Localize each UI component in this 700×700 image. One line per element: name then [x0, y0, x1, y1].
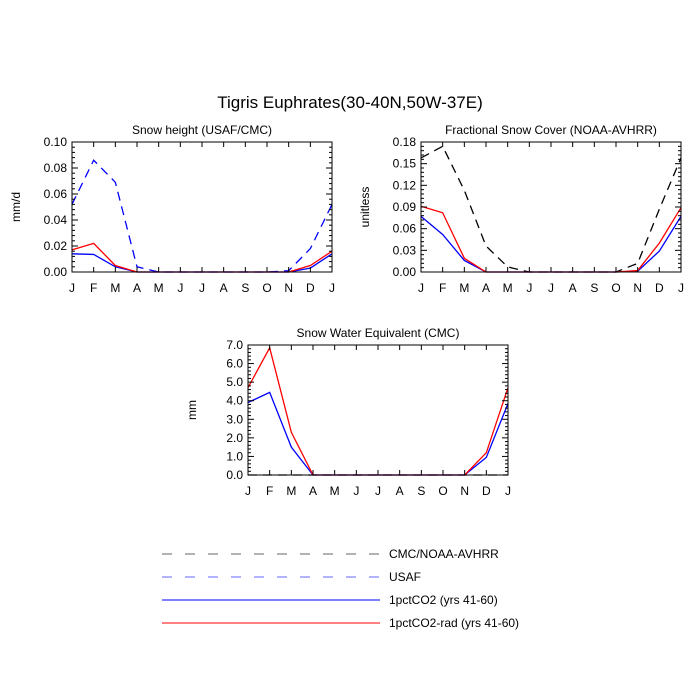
y-tick-label: 0.06: [44, 187, 68, 201]
y-tick-label: 1.0: [226, 449, 243, 463]
x-tick-label: M: [330, 484, 340, 498]
legend-label-3: 1pctCO2 (yrs 41-60): [389, 593, 498, 607]
legend-label-4: 1pctCO2-rad (yrs 41-60): [389, 616, 519, 630]
x-tick-label: J: [199, 281, 205, 295]
x-tick-label: M: [286, 484, 296, 498]
chart-panel-2: Fractional Snow Cover (NOAA-AVHRR) unitle…: [358, 123, 684, 295]
x-tick-label: A: [220, 281, 228, 295]
y-tick-label: 0.00: [44, 265, 68, 279]
x-tick-label: J: [505, 484, 511, 498]
y-tick-label: 0.18: [393, 135, 417, 149]
x-tick-label: S: [241, 281, 249, 295]
x-tick-label: M: [459, 281, 469, 295]
y-tick-label: 4.0: [226, 394, 243, 408]
panel-title: Snow height (USAF/CMC): [132, 123, 272, 137]
y-tick-label: 0.15: [393, 157, 417, 171]
plot-frame: [247, 344, 509, 476]
x-tick-label: F: [439, 281, 446, 295]
x-tick-label: J: [418, 281, 424, 295]
x-tick-label: A: [482, 281, 490, 295]
y-tick-label: 0.10: [44, 135, 68, 149]
y-tick-label: 2.0: [226, 431, 243, 445]
y-tick-label: 0.0: [226, 468, 243, 482]
series-line-3: [420, 205, 682, 273]
x-tick-label: N: [284, 281, 293, 295]
series-line-2: [247, 391, 509, 476]
x-tick-label: O: [611, 281, 620, 295]
y-tick-label: 0.03: [393, 243, 417, 257]
x-tick-label: J: [353, 484, 359, 498]
x-tick-label: N: [460, 484, 469, 498]
panel-title: Snow Water Equivalent (CMC): [297, 326, 460, 340]
y-tick-label: 0.09: [393, 200, 417, 214]
x-tick-label: N: [633, 281, 642, 295]
y-tick-label: 0.12: [393, 178, 417, 192]
y-tick-label: 0.06: [393, 222, 417, 236]
x-tick-label: J: [548, 281, 554, 295]
y-axis-label: mm: [185, 400, 199, 420]
series-line-1: [420, 145, 682, 273]
panel-title: Fractional Snow Cover (NOAA-AVHRR): [445, 123, 657, 137]
x-tick-label: S: [590, 281, 598, 295]
x-tick-label: D: [306, 281, 315, 295]
x-tick-label: J: [245, 484, 251, 498]
figure-title: Tigris Euphrates(30-40N,50W-37E): [217, 93, 483, 112]
y-tick-label: 0.02: [44, 239, 68, 253]
y-tick-label: 6.0: [226, 357, 243, 371]
chart-panel-1: Snow height (USAF/CMC)mm/dJ F M A M J J A S O N D J0…: [9, 123, 335, 295]
plot-frame: [71, 141, 333, 273]
series-line-3: [247, 346, 509, 476]
y-tick-label: 3.0: [226, 412, 243, 426]
y-tick-label: 0.08: [44, 161, 68, 175]
x-tick-label: A: [569, 281, 577, 295]
y-tick-label: 5.0: [226, 375, 243, 389]
legend: CMC/NOAA-AVHRR USAF 1pctCO2 (yrs 41-60) 1pc…: [162, 547, 519, 630]
chart-panel-3: Snow Water Equivalent (CMC)mmJ F M A M J J A S O N…: [185, 326, 511, 498]
x-tick-label: J: [69, 281, 75, 295]
x-tick-label: D: [482, 484, 491, 498]
x-tick-label: A: [309, 484, 317, 498]
x-tick-label: A: [133, 281, 141, 295]
x-tick-label: J: [329, 281, 335, 295]
x-tick-label: M: [154, 281, 164, 295]
x-tick-label: A: [396, 484, 404, 498]
x-tick-label: M: [503, 281, 513, 295]
x-tick-label: J: [678, 281, 684, 295]
x-tick-label: O: [438, 484, 447, 498]
x-tick-label: M: [110, 281, 120, 295]
series-line-2: [420, 215, 682, 273]
y-tick-label: 7.0: [226, 338, 243, 352]
x-tick-label: F: [90, 281, 97, 295]
y-tick-label: 0.00: [393, 265, 417, 279]
y-axis-label: mm/d: [9, 192, 23, 222]
x-tick-label: S: [417, 484, 425, 498]
x-tick-label: J: [526, 281, 532, 295]
y-tick-label: 0.04: [44, 213, 68, 227]
series-line-1: [71, 159, 333, 273]
x-tick-label: J: [375, 484, 381, 498]
y-axis-label: unitless: [358, 187, 372, 228]
legend-label-1: CMC/NOAA-AVHRR: [389, 547, 499, 561]
x-tick-label: O: [262, 281, 271, 295]
legend-label-2: USAF: [389, 570, 421, 584]
x-tick-label: J: [177, 281, 183, 295]
x-tick-label: F: [266, 484, 273, 498]
x-tick-label: D: [655, 281, 664, 295]
